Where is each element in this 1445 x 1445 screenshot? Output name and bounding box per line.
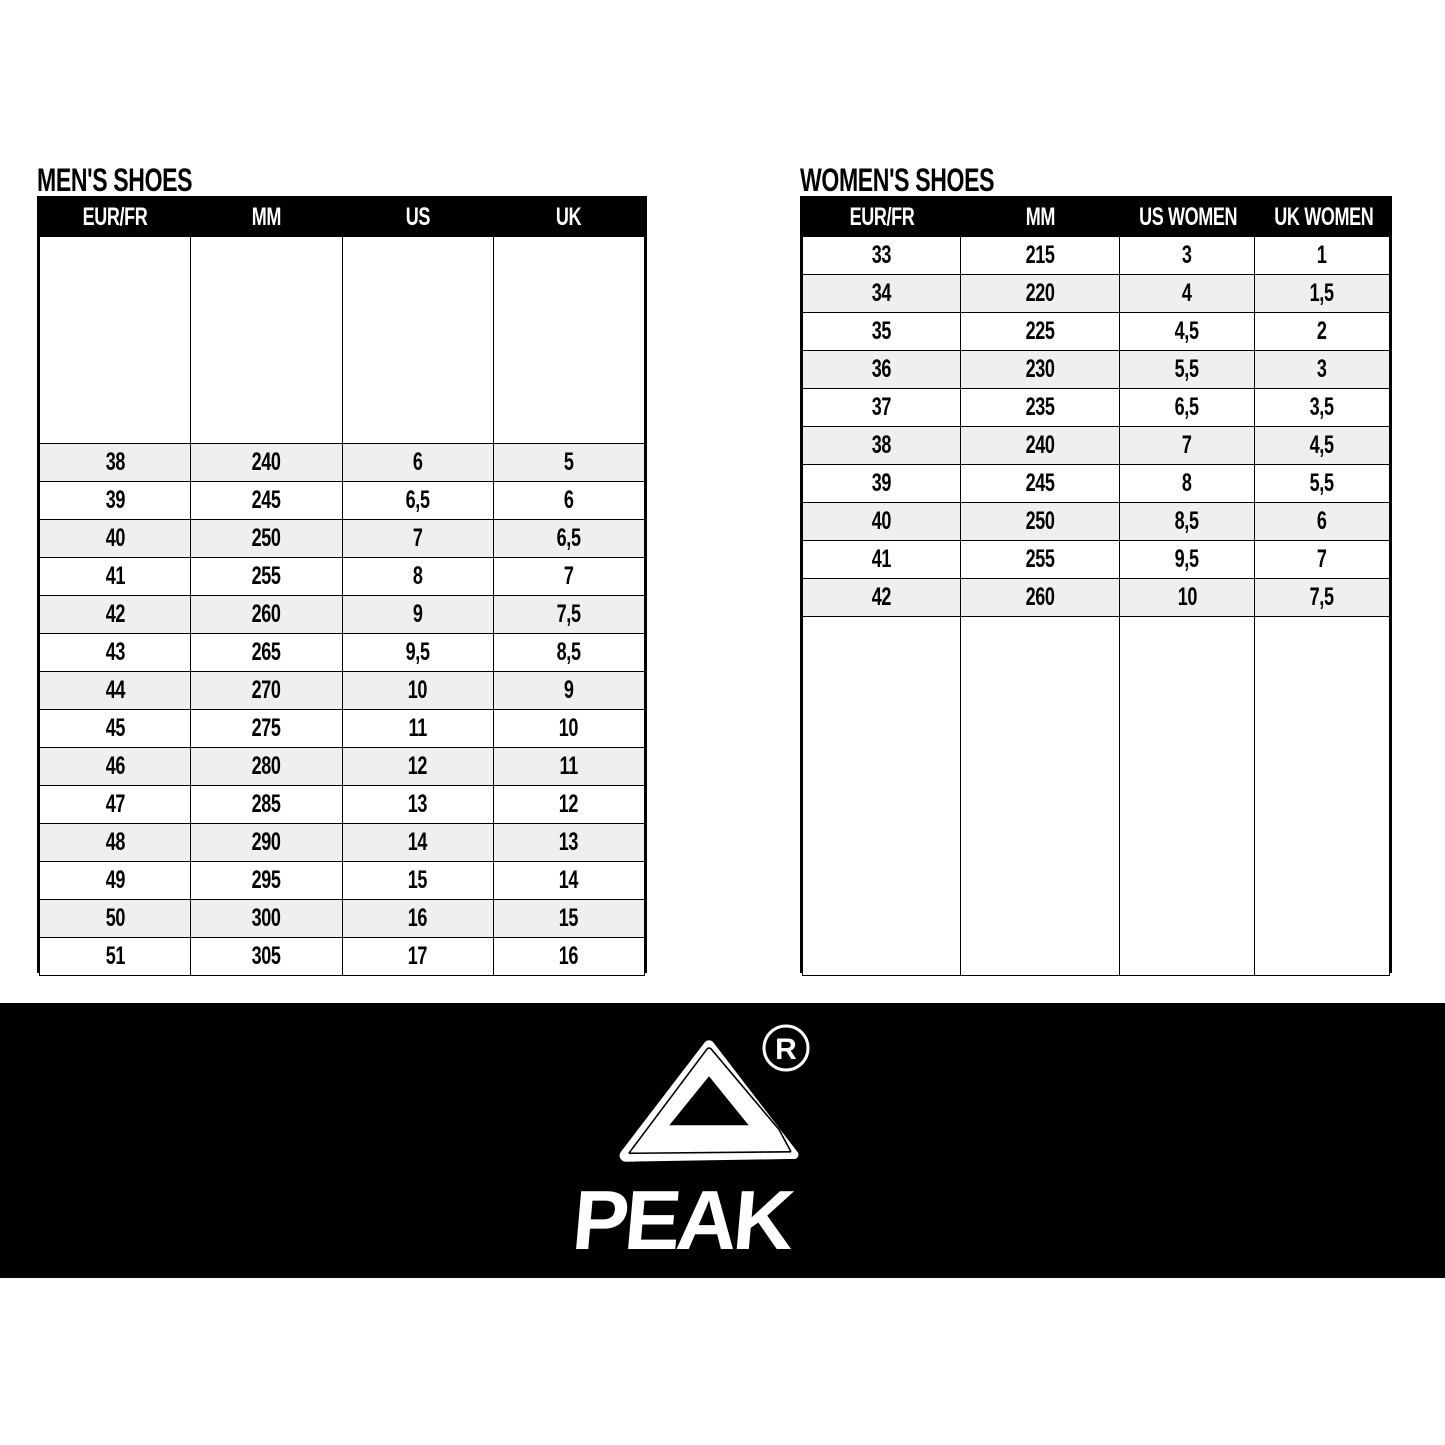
svg-text:PEAK: PEAK [572, 1173, 798, 1267]
svg-text:R: R [775, 1033, 797, 1066]
